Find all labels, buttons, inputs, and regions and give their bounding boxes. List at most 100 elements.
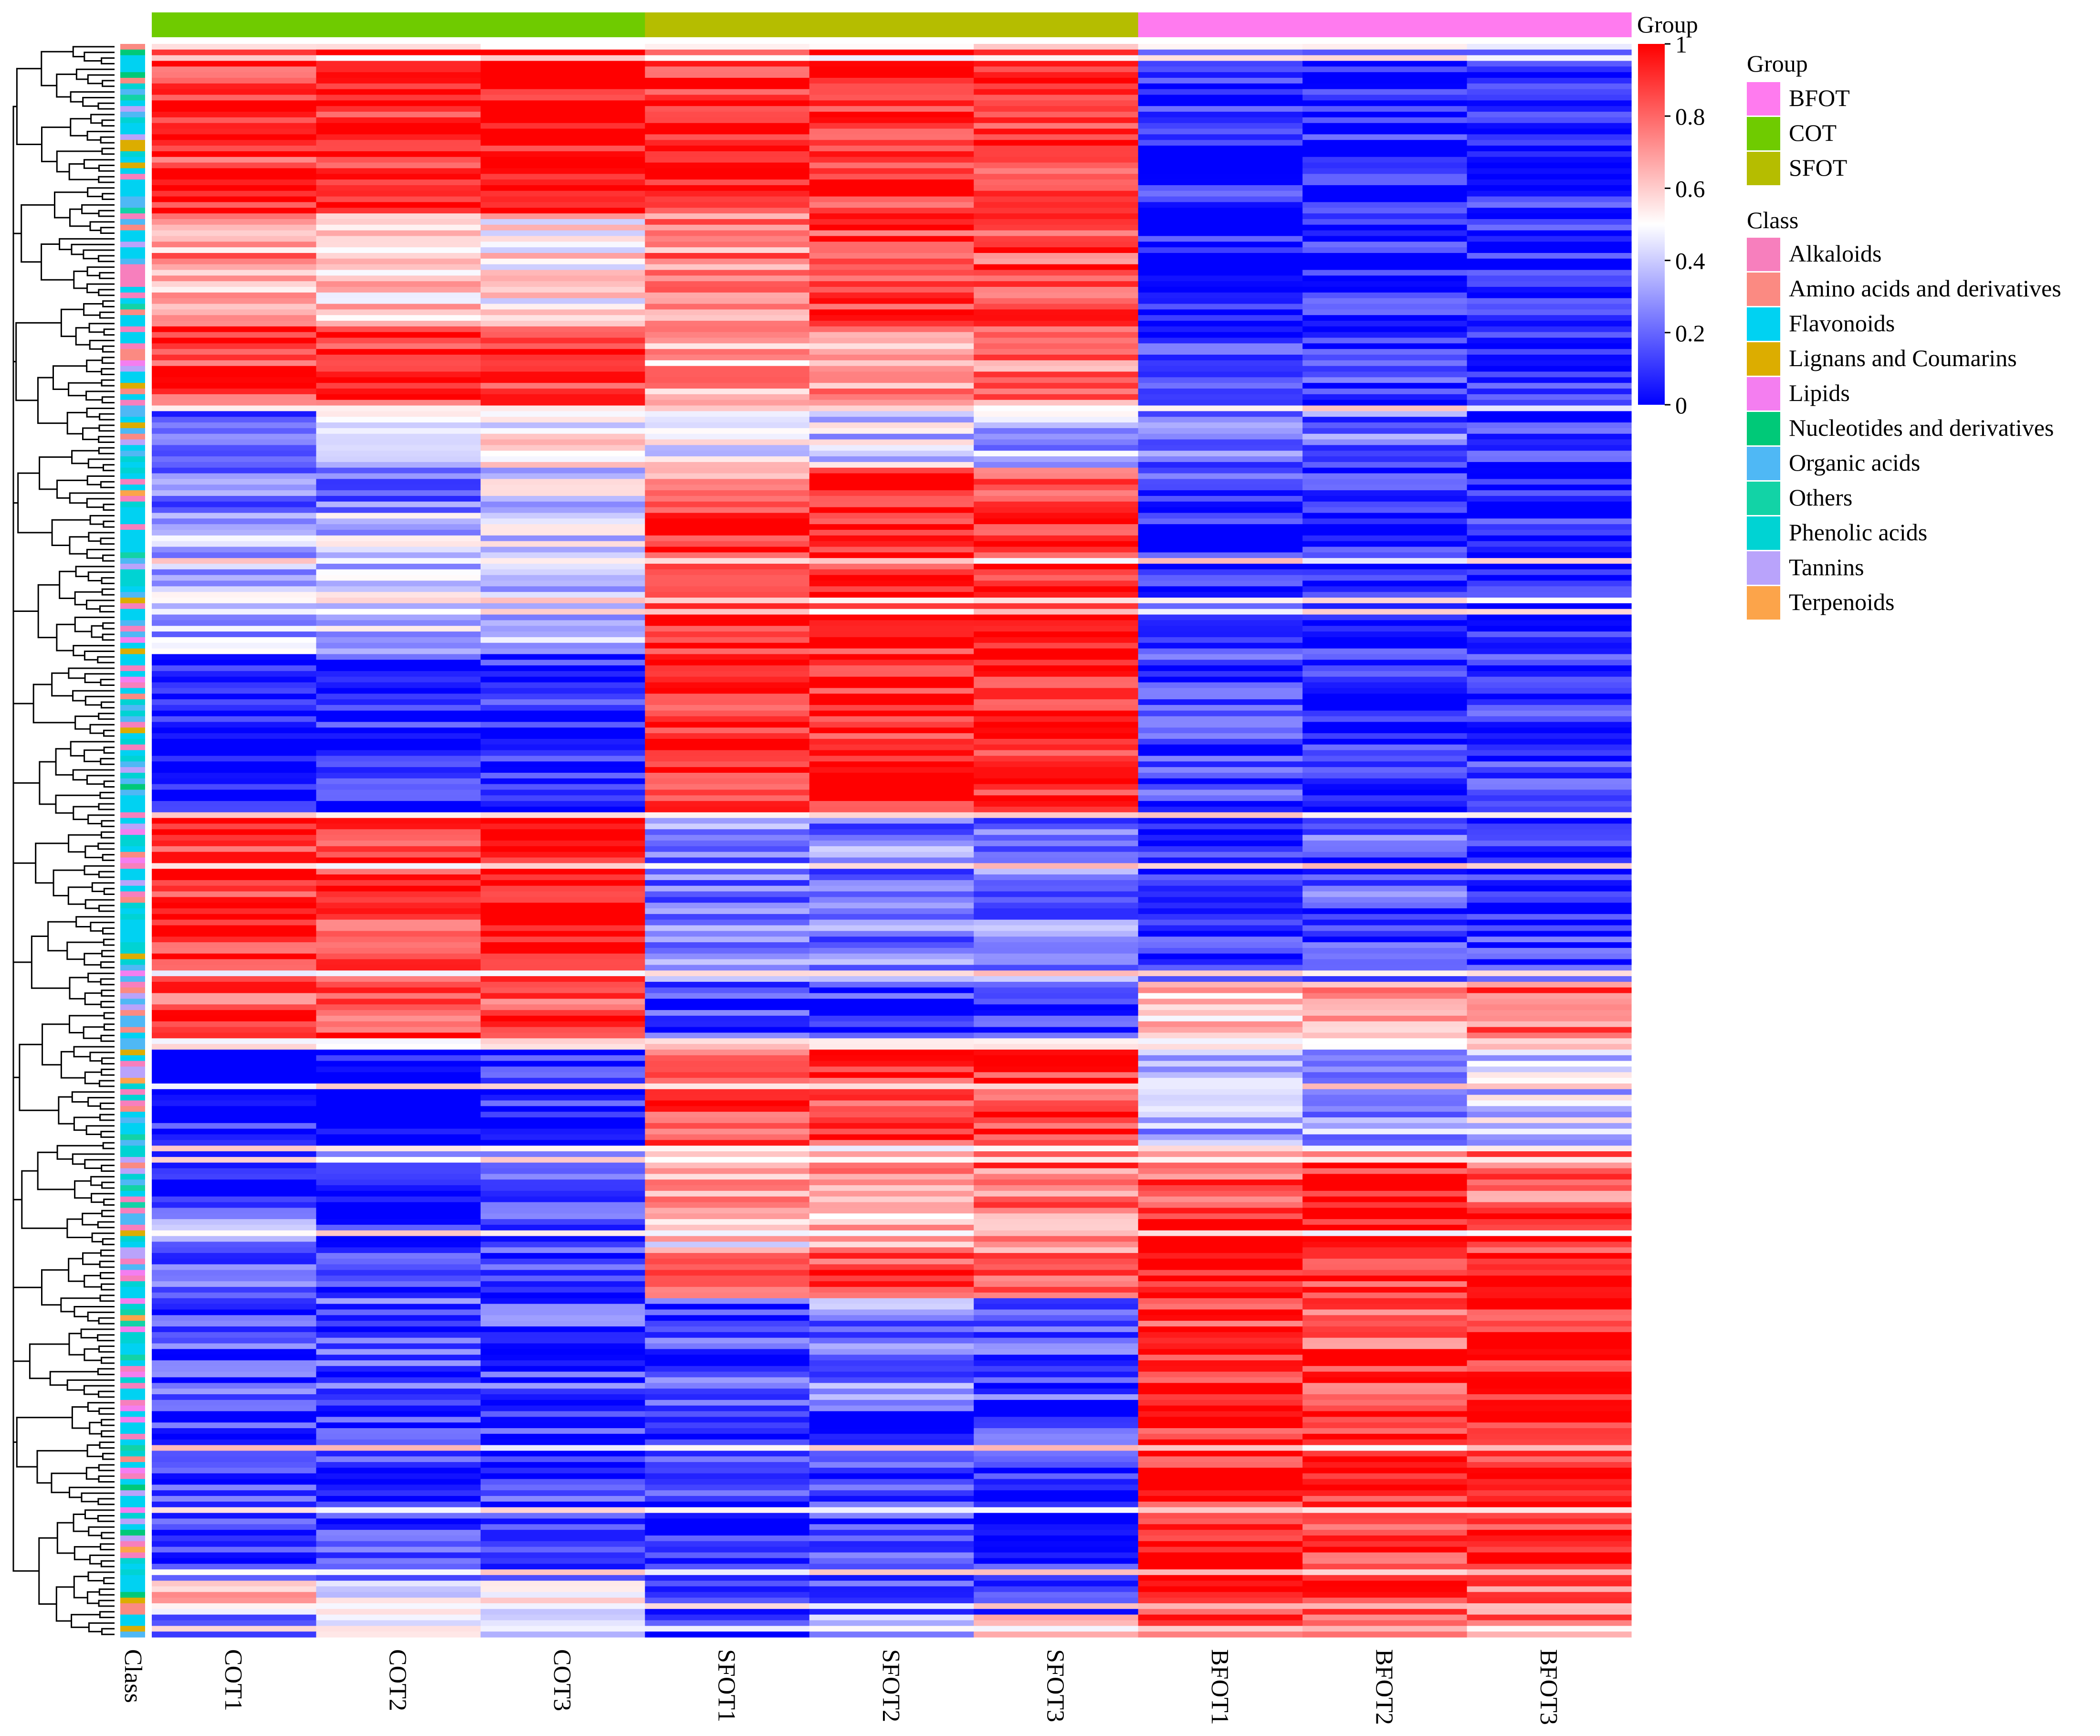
class-strip-cell [120, 852, 145, 858]
heatmap-cell [152, 208, 317, 214]
class-strip-cell [120, 355, 145, 361]
heatmap-cell [974, 326, 1139, 333]
heatmap-cell [1302, 1168, 1468, 1174]
heatmap-cell [480, 417, 645, 423]
heatmap-cell [152, 812, 317, 819]
heatmap-cell [1467, 665, 1632, 672]
class-strip-cell [120, 976, 145, 982]
heatmap-cell [974, 422, 1139, 429]
heatmap-cell [480, 598, 645, 604]
heatmap-cell [1302, 789, 1468, 796]
legend-swatch [1747, 238, 1780, 271]
heatmap-cell [316, 1626, 481, 1632]
heatmap-cell [645, 575, 810, 581]
heatmap-cell [1138, 1055, 1303, 1062]
heatmap-cell [809, 970, 974, 977]
class-strip-cell [120, 78, 145, 84]
heatmap-cell [809, 1224, 974, 1231]
heatmap-cell [1467, 671, 1632, 677]
heatmap-cell [480, 157, 645, 163]
heatmap-cell [1138, 835, 1303, 841]
colorbar-tick-label: 0 [1675, 392, 1687, 419]
heatmap-cell [809, 1089, 974, 1095]
heatmap-cell [152, 157, 317, 163]
heatmap-cell [809, 987, 974, 994]
heatmap-cell [974, 841, 1139, 847]
heatmap-cell [974, 981, 1139, 988]
dendrogram-branch [101, 1430, 115, 1438]
class-strip-cell [120, 315, 145, 321]
class-strip-cell [120, 1445, 145, 1451]
heatmap-cell [480, 1603, 645, 1610]
class-strip-cell [120, 1230, 145, 1237]
heatmap-cell [1302, 722, 1468, 728]
class-strip-cell [120, 942, 145, 948]
heatmap-cell [645, 242, 810, 248]
heatmap-cell [1302, 801, 1468, 807]
heatmap-cell [1138, 1399, 1303, 1406]
class-strip-cell [120, 467, 145, 474]
heatmap-cell [152, 970, 317, 977]
class-strip-cell [120, 55, 145, 62]
heatmap-cell [152, 1394, 317, 1400]
class-strip-cell [120, 563, 145, 570]
heatmap-cell [1302, 83, 1468, 90]
heatmap-cell [1138, 563, 1303, 570]
heatmap-cell [1467, 965, 1632, 971]
heatmap-cell [1302, 1117, 1468, 1124]
heatmap-cell [152, 1575, 317, 1581]
dendrogram-branch [75, 327, 90, 346]
heatmap-cell [316, 360, 481, 367]
heatmap-cell [316, 874, 481, 881]
heatmap-cell [1138, 100, 1303, 106]
heatmap-cell [316, 869, 481, 875]
heatmap-cell [152, 1371, 317, 1378]
heatmap-cell [1138, 281, 1303, 287]
heatmap-cell [809, 1117, 974, 1124]
heatmap-cell [316, 1603, 481, 1610]
heatmap-cell [1302, 270, 1468, 276]
heatmap-cell [809, 812, 974, 819]
heatmap-cell [1302, 355, 1468, 361]
heatmap-cell [974, 580, 1139, 587]
heatmap-cell [645, 993, 810, 1000]
heatmap-cell [974, 1433, 1139, 1440]
heatmap-cell [1138, 547, 1303, 553]
heatmap-cell [1302, 942, 1468, 948]
class-strip-cell [120, 586, 145, 592]
heatmap-cell [1138, 586, 1303, 592]
dendrogram-branch [98, 1464, 115, 1472]
heatmap-cell [1467, 942, 1632, 948]
class-strip-cell [120, 326, 145, 333]
heatmap-cell [1138, 112, 1303, 118]
class-strip-cell [120, 479, 145, 485]
heatmap-cell [152, 1247, 317, 1253]
heatmap-cell [1467, 1078, 1632, 1084]
heatmap-cell [480, 1541, 645, 1547]
heatmap-cell [1467, 343, 1632, 349]
heatmap-cell [974, 332, 1139, 338]
heatmap-cell [316, 1564, 481, 1570]
heatmap-cell [1138, 1287, 1303, 1293]
heatmap-cell [152, 1146, 317, 1152]
dendrogram-branch [82, 1252, 101, 1265]
heatmap-cell [645, 1112, 810, 1118]
heatmap-cell [316, 1185, 481, 1191]
heatmap-cell [974, 569, 1139, 576]
heatmap-cell [1467, 1208, 1632, 1214]
heatmap-cell [1138, 128, 1303, 135]
heatmap-cell [1138, 1157, 1303, 1163]
heatmap-cell [1302, 1332, 1468, 1338]
heatmap-cell [1138, 931, 1303, 937]
heatmap-cell [1302, 1321, 1468, 1327]
heatmap-cell [645, 298, 810, 305]
heatmap-cell [152, 829, 317, 835]
heatmap-cell [1302, 580, 1468, 587]
class-strip-cell [120, 863, 145, 869]
heatmap-cell [316, 586, 481, 592]
heatmap-cell [1138, 699, 1303, 705]
heatmap-cell [480, 1564, 645, 1570]
heatmap-cell [1467, 1202, 1632, 1208]
heatmap-cell [1138, 66, 1303, 73]
heatmap-cell [1302, 1399, 1468, 1406]
